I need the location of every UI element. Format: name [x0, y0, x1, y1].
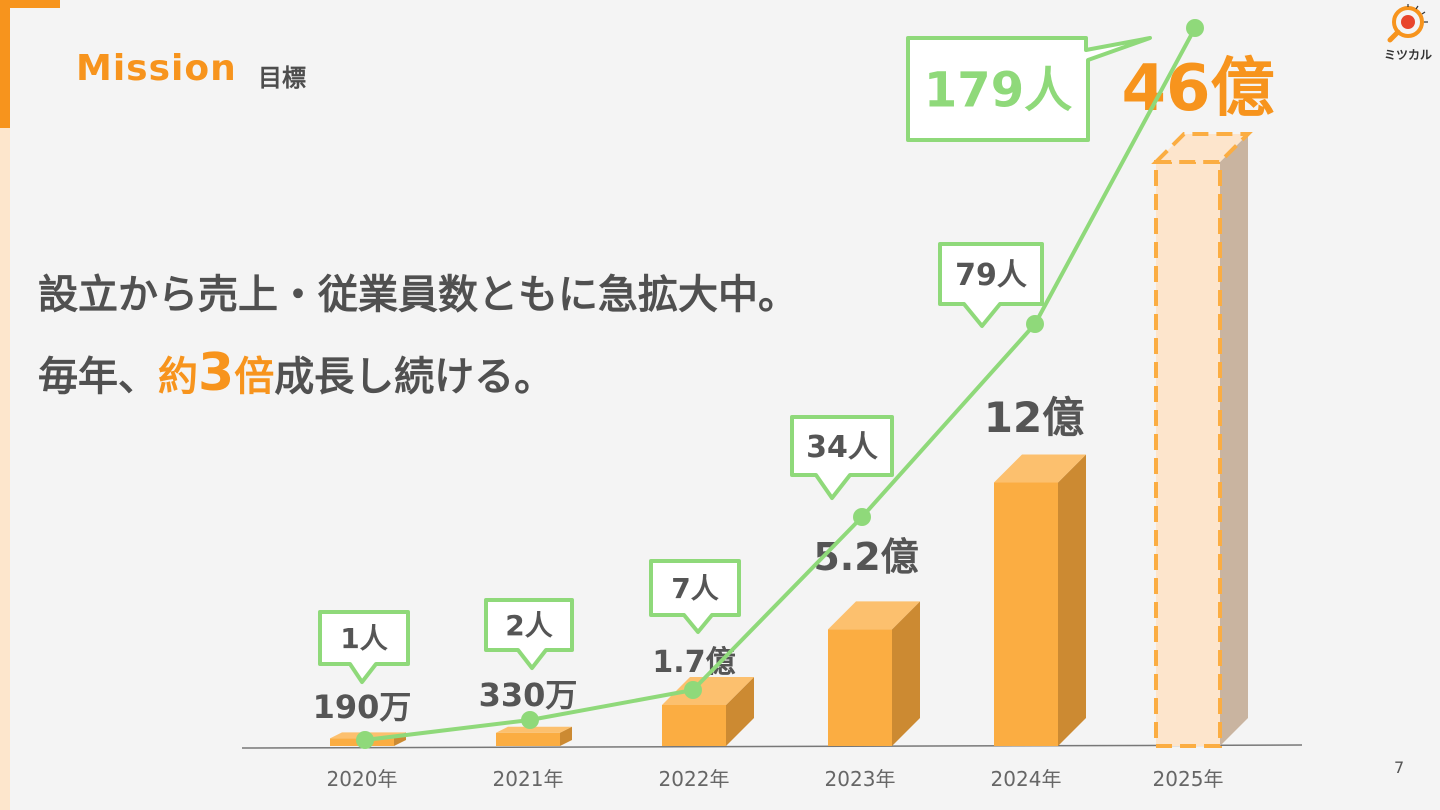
employee-value-label: 2人: [505, 609, 552, 642]
bar: [496, 732, 560, 746]
employee-point: [684, 681, 702, 699]
sales-value-label: 190万: [313, 688, 412, 726]
sales-value-label: 12億: [984, 393, 1084, 442]
employee-value-label: 34人: [806, 430, 878, 465]
x-tick-label: 2023年: [825, 767, 896, 791]
employee-point: [853, 508, 871, 526]
employee-callout: [790, 415, 894, 500]
employee-callout: [649, 559, 741, 634]
sales-value-label: 5.2億: [813, 535, 918, 579]
logo-text: ミツカル: [1384, 48, 1433, 62]
headline-line1: 設立から売上・従業員数ともに急拡大中。: [38, 272, 798, 318]
sales-value-label: 46億: [1121, 52, 1274, 126]
projected-bar: [1154, 159, 1222, 749]
bar: [828, 629, 892, 746]
employee-value-label: 79人: [955, 258, 1027, 293]
bar-top: [662, 676, 754, 705]
employee-value-label: 1人: [340, 622, 387, 655]
bar-top: [496, 726, 572, 733]
employee-point: [1186, 19, 1204, 37]
headline-highlight-a: 約: [158, 354, 198, 400]
employee-point: [1026, 315, 1044, 333]
employee-value-label: 7人: [671, 572, 718, 605]
headline-highlight-c: 倍: [234, 354, 275, 400]
employee-callout: [938, 242, 1044, 328]
bar-side: [1058, 454, 1086, 746]
employee-callout: [906, 36, 1152, 142]
projected-bar-side: [1220, 133, 1248, 747]
section-subtitle: 目標: [258, 64, 306, 92]
page-number: 7: [1394, 758, 1405, 777]
bar: [994, 482, 1058, 746]
x-axis-line: [241, 744, 1303, 749]
x-tick-label: 2022年: [659, 767, 730, 791]
bar-side: [726, 676, 754, 746]
section-title: Mission: [76, 48, 237, 89]
sales-value-label: 330万: [479, 676, 578, 714]
employee-callout: [484, 598, 574, 670]
headline-line2: 毎年、約3倍成長し続ける。: [38, 334, 798, 416]
employee-value-label: 179人: [924, 62, 1072, 118]
projected-bar-top: [1151, 131, 1253, 164]
bar-top: [994, 454, 1086, 483]
accent-bar-light: [0, 128, 10, 810]
employee-point: [356, 731, 374, 749]
x-tick-label: 2024年: [991, 767, 1062, 791]
headline-line2-pre: 毎年、: [38, 354, 158, 400]
bar-top: [828, 601, 920, 630]
employee-point: [521, 711, 539, 729]
x-tick-label: 2021年: [493, 767, 564, 791]
accent-top-bar: [10, 0, 60, 8]
bar-side: [560, 726, 572, 746]
headline-highlight-b: 3: [198, 343, 235, 403]
employee-line: [364, 27, 1197, 742]
headline: 設立から売上・従業員数ともに急拡大中。 毎年、約3倍成長し続ける。: [38, 256, 798, 416]
x-tick-label: 2025年: [1153, 767, 1224, 791]
bar: [662, 704, 726, 746]
bar-side: [892, 601, 920, 746]
x-tick-label: 2020年: [327, 767, 398, 791]
magnifier-logo-icon: [1387, 4, 1428, 43]
headline-line2-post: 成長し続ける。: [274, 354, 555, 400]
accent-bar: [0, 0, 10, 128]
employee-callout: [318, 610, 410, 684]
sales-value-label: 1.7億: [652, 645, 735, 680]
